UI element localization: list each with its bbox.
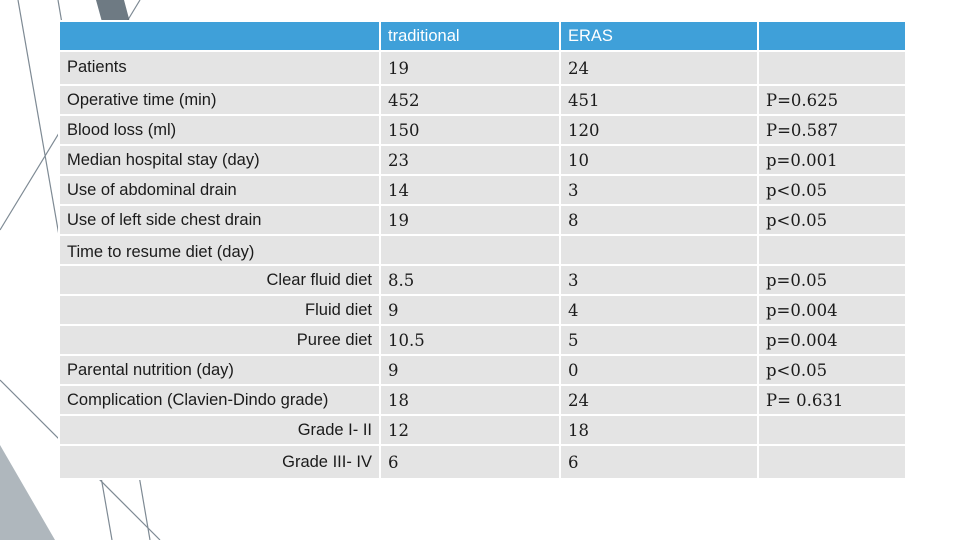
table-row: Time to resume diet (day)	[58, 234, 907, 266]
cell-traditional: 19	[379, 204, 561, 236]
table-row: Clear fluid diet 8.5 3 p=0.05	[58, 264, 907, 296]
cell-p-value: p=0.001	[757, 144, 907, 176]
cell-eras: 3	[559, 264, 759, 296]
cell-eras: 5	[559, 324, 759, 356]
table-row: Parental nutrition (day) 9 0 p<0.05	[58, 354, 907, 386]
cell-p-value: p<0.05	[757, 204, 907, 236]
header-cell-p	[757, 20, 907, 52]
cell-p-value	[757, 414, 907, 446]
row-label: Clear fluid diet	[58, 264, 381, 296]
table-row: Fluid diet 9 4 p=0.004	[58, 294, 907, 326]
cell-eras: 24	[559, 384, 759, 416]
cell-traditional: 8.5	[379, 264, 561, 296]
table-row: Blood loss (ml) 150 120 P=0.587	[58, 114, 907, 146]
cell-eras: 8	[559, 204, 759, 236]
cell-p-value: p<0.05	[757, 354, 907, 386]
cell-traditional: 452	[379, 84, 561, 116]
cell-eras: 4	[559, 294, 759, 326]
row-label: Grade I- II	[58, 414, 381, 446]
cell-traditional: 150	[379, 114, 561, 146]
cell-eras: 10	[559, 144, 759, 176]
cell-traditional: 9	[379, 294, 561, 326]
table-row: Grade I- II 12 18	[58, 414, 907, 446]
table-row: Use of left side chest drain 19 8 p<0.05	[58, 204, 907, 236]
row-label: Median hospital stay (day)	[58, 144, 381, 176]
row-label: Parental nutrition (day)	[58, 354, 381, 386]
row-label: Complication (Clavien-Dindo grade)	[58, 384, 381, 416]
cell-eras: 0	[559, 354, 759, 386]
cell-traditional: 19	[379, 50, 561, 86]
table-row: Grade III- IV 6 6	[58, 444, 907, 480]
cell-eras: 6	[559, 444, 759, 480]
cell-traditional	[379, 234, 561, 266]
table-row: Use of abdominal drain 14 3 p<0.05	[58, 174, 907, 206]
cell-p-value: p=0.05	[757, 264, 907, 296]
cell-p-value	[757, 50, 907, 86]
comparison-table: traditional ERAS Patients 19 24 Operativ…	[58, 20, 907, 480]
header-cell-traditional: traditional	[379, 20, 561, 52]
cell-traditional: 14	[379, 174, 561, 206]
cell-p-value	[757, 444, 907, 480]
cell-eras: 24	[559, 50, 759, 86]
cell-eras: 451	[559, 84, 759, 116]
header-cell-empty	[58, 20, 381, 52]
row-label: Blood loss (ml)	[58, 114, 381, 146]
table-row: Operative time (min) 452 451 P=0.625	[58, 84, 907, 116]
row-label: Use of left side chest drain	[58, 204, 381, 236]
row-label: Puree diet	[58, 324, 381, 356]
row-label: Use of abdominal drain	[58, 174, 381, 206]
cell-traditional: 6	[379, 444, 561, 480]
table-row: Puree diet 10.5 5 p=0.004	[58, 324, 907, 356]
cell-p-value: p=0.004	[757, 324, 907, 356]
cell-eras: 3	[559, 174, 759, 206]
cell-traditional: 18	[379, 384, 561, 416]
cell-p-value: P=0.587	[757, 114, 907, 146]
cell-p-value: P= 0.631	[757, 384, 907, 416]
table-row: Complication (Clavien-Dindo grade) 18 24…	[58, 384, 907, 416]
cell-traditional: 9	[379, 354, 561, 386]
cell-eras: 120	[559, 114, 759, 146]
row-label: Fluid diet	[58, 294, 381, 326]
row-label: Operative time (min)	[58, 84, 381, 116]
row-label: Patients	[58, 50, 381, 86]
row-label: Time to resume diet (day)	[58, 234, 381, 266]
header-row: traditional ERAS	[58, 20, 907, 52]
row-label: Grade III- IV	[58, 444, 381, 480]
header-cell-eras: ERAS	[559, 20, 759, 52]
cell-traditional: 23	[379, 144, 561, 176]
cell-p-value: P=0.625	[757, 84, 907, 116]
cell-p-value	[757, 234, 907, 266]
table-row: Median hospital stay (day) 23 10 p=0.001	[58, 144, 907, 176]
table-row: Patients 19 24	[58, 50, 907, 86]
cell-eras	[559, 234, 759, 266]
cell-traditional: 12	[379, 414, 561, 446]
cell-eras: 18	[559, 414, 759, 446]
cell-p-value: p<0.05	[757, 174, 907, 206]
cell-p-value: p=0.004	[757, 294, 907, 326]
cell-traditional: 10.5	[379, 324, 561, 356]
